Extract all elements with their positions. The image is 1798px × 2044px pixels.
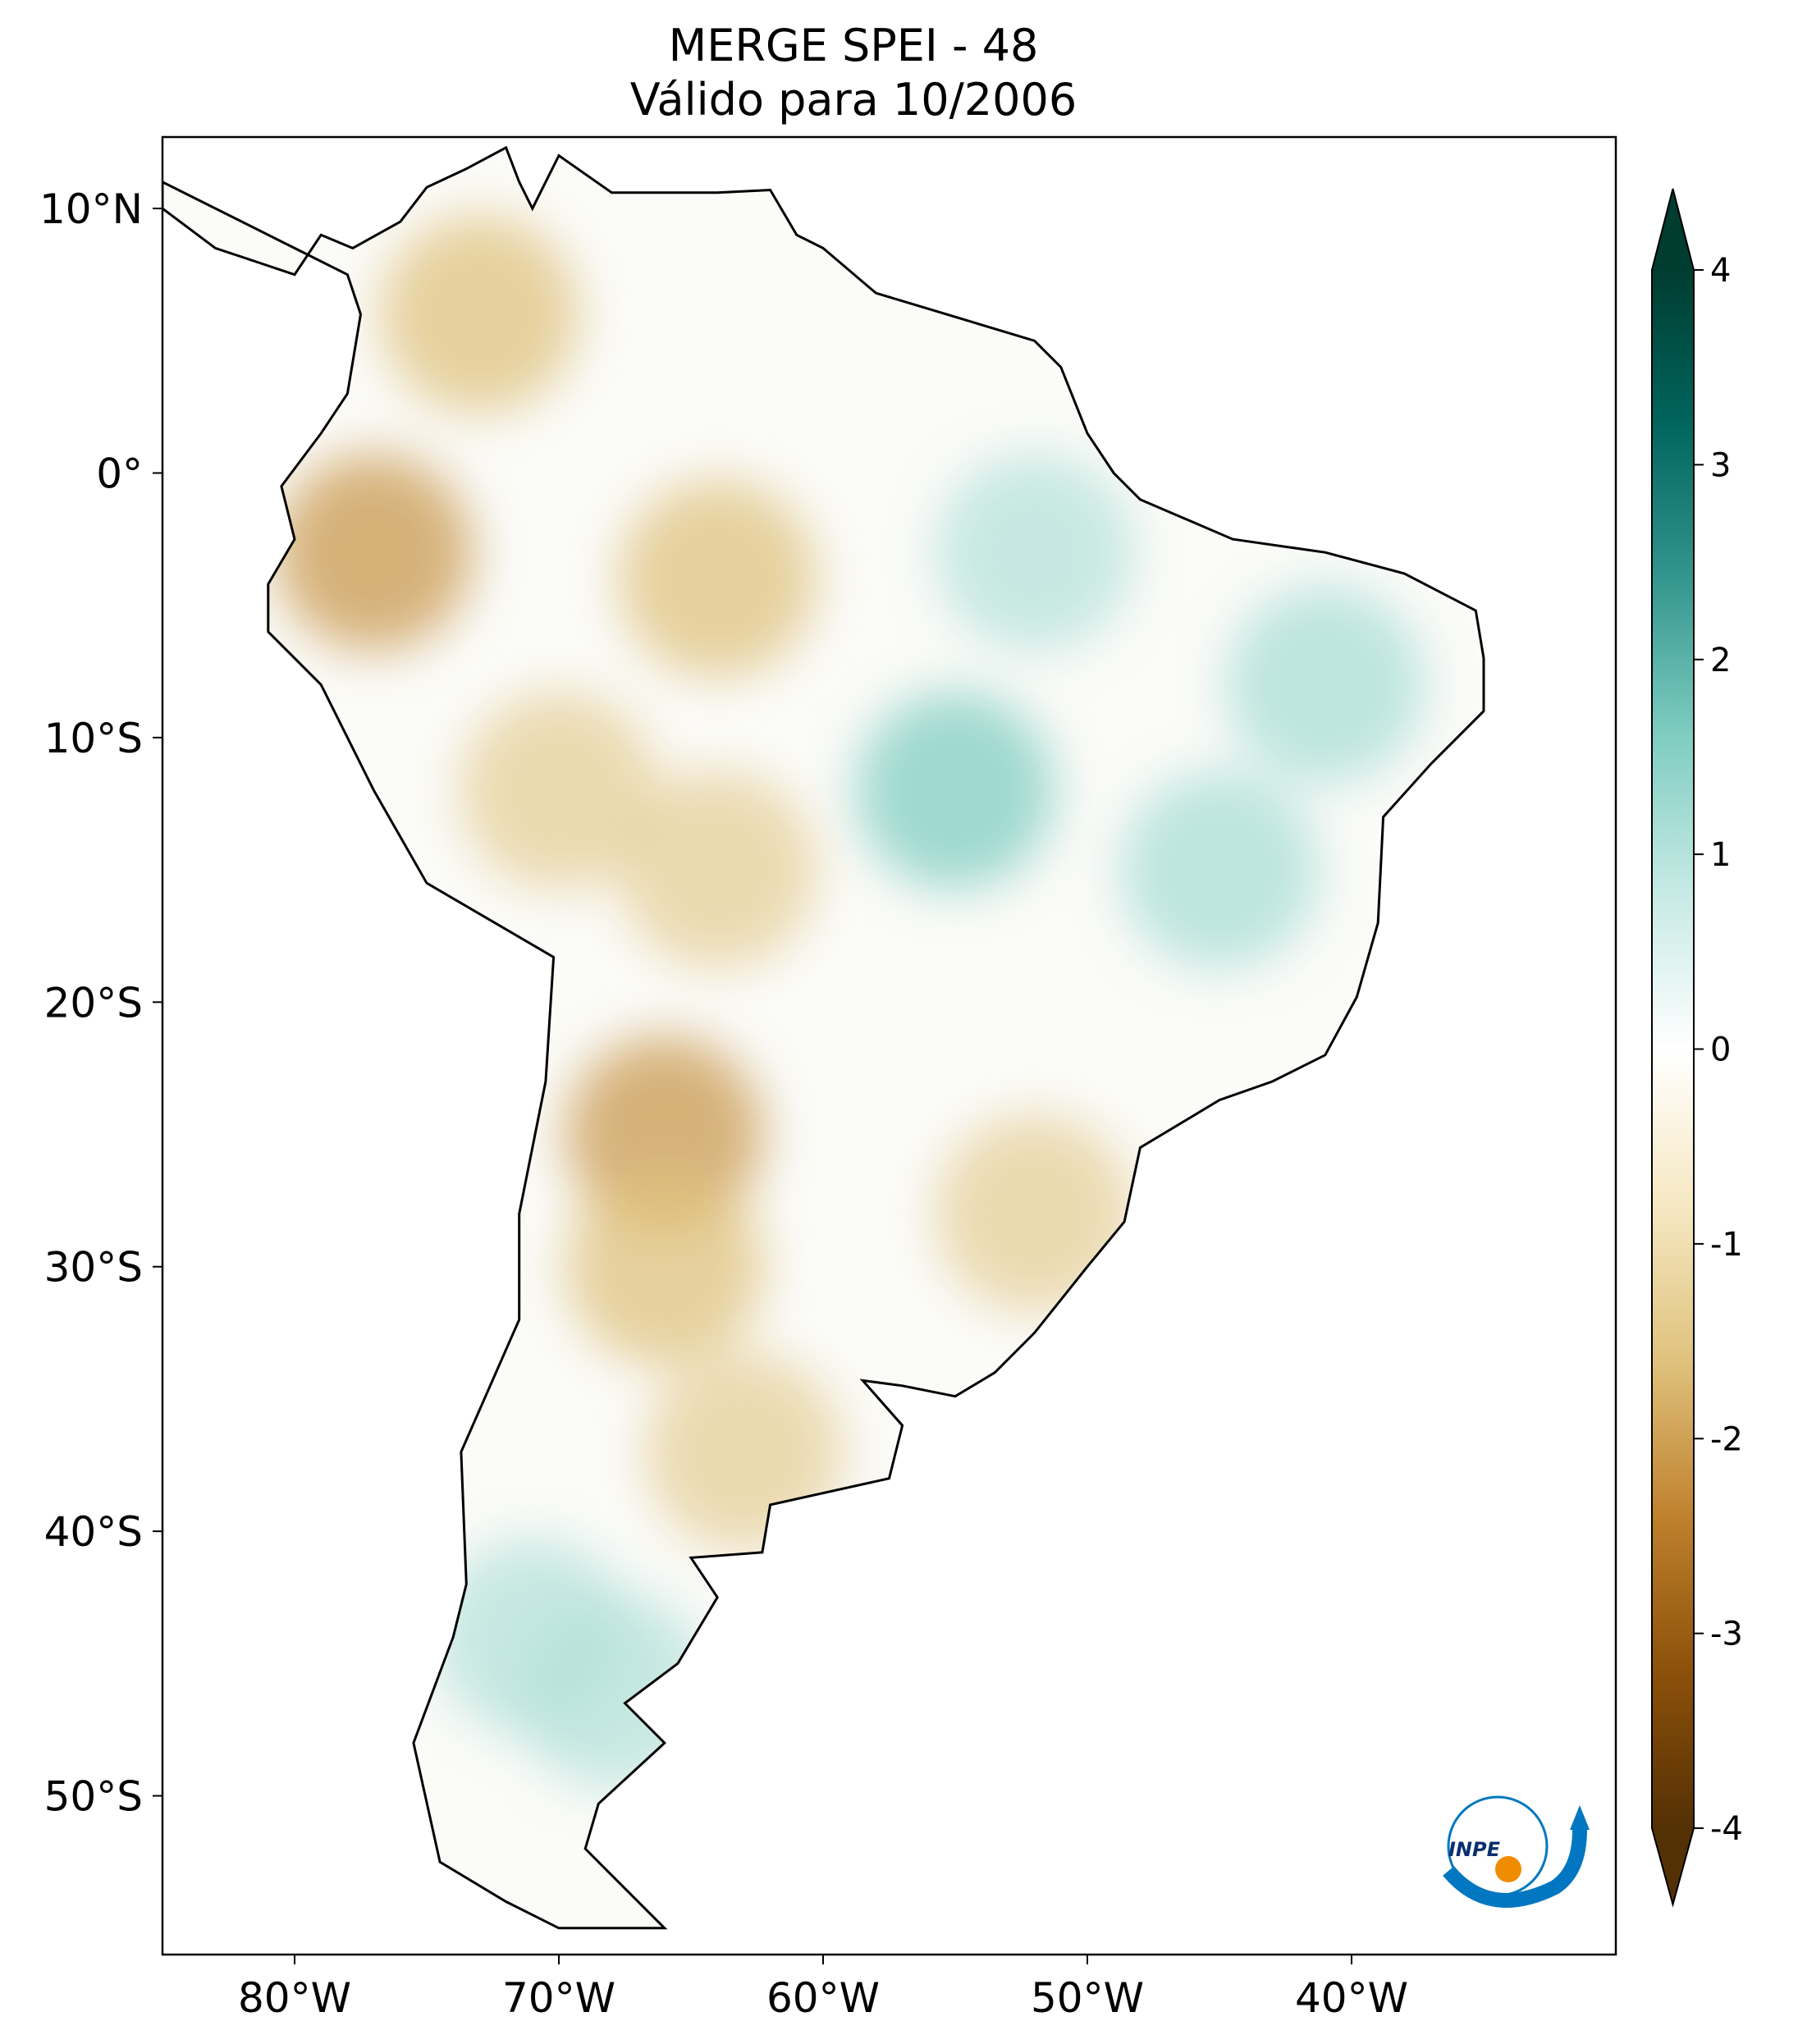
land-area <box>162 145 1485 1930</box>
colorbar-body <box>1652 270 1694 1828</box>
lat-tick-label: 50°S <box>44 1773 143 1821</box>
lon-axis: 80°W 70°W 60°W 50°W 40°W <box>238 1955 1408 2022</box>
colorbar-tick-label: -3 <box>1710 1616 1743 1653</box>
anomaly-shading <box>565 1168 763 1365</box>
anomaly-shading <box>619 771 817 969</box>
anomaly-shading <box>275 454 473 652</box>
anomaly-shading <box>381 216 579 414</box>
lat-tick-label: 10°S <box>44 715 143 762</box>
anomaly-shading <box>513 1591 711 1789</box>
lat-tick-label: 40°S <box>44 1508 143 1556</box>
colorbar-tick-label: 0 <box>1710 1031 1731 1069</box>
colorbar-tick-label: 1 <box>1710 836 1731 874</box>
lat-tick-label: 30°S <box>44 1244 143 1292</box>
map-subtitle: Válido para 10/2006 <box>629 74 1077 126</box>
anomaly-shading <box>936 1115 1133 1313</box>
colorbar-tick-label: 2 <box>1710 642 1731 679</box>
anomaly-shading <box>645 1353 843 1551</box>
logo-text: INPE <box>1448 1838 1501 1861</box>
lon-tick-label: 70°W <box>502 1974 615 2022</box>
lon-tick-label: 50°W <box>1031 1974 1144 2022</box>
coastline <box>162 145 1485 1930</box>
anomaly-shading <box>1121 771 1318 969</box>
colorbar: 4 3 2 1 0 -1 -2 -3 -4 <box>1651 188 1743 1908</box>
colorbar-tick-label: 4 <box>1710 252 1731 290</box>
anomaly-shading <box>936 454 1133 652</box>
anomaly-shading <box>619 480 817 678</box>
logo-sun <box>1495 1856 1521 1882</box>
lat-tick-label: 0° <box>96 450 143 497</box>
lat-axis: 10°N 0° 10°S 20°S 30°S 40°S 50°S <box>39 185 162 1821</box>
colorbar-tick-label: 3 <box>1710 446 1731 484</box>
anomaly-shading <box>1226 586 1424 784</box>
lat-tick-label: 20°S <box>44 979 143 1027</box>
map-frame <box>161 135 1617 1956</box>
colorbar-tick-label: -4 <box>1710 1810 1743 1848</box>
lon-tick-label: 40°W <box>1295 1974 1408 2022</box>
lon-tick-label: 60°W <box>766 1974 880 2022</box>
colorbar-tick-label: -2 <box>1710 1420 1743 1458</box>
map-title: MERGE SPEI - 48 <box>668 20 1039 71</box>
colorbar-extend-max <box>1652 189 1694 270</box>
colorbar-extend-min <box>1652 1828 1694 1905</box>
lon-tick-label: 80°W <box>238 1974 351 2022</box>
anomaly-shading <box>460 692 657 889</box>
lat-tick-label: 10°N <box>39 185 143 233</box>
anomaly-shading <box>857 692 1054 889</box>
colorbar-tick-label: -1 <box>1710 1226 1743 1264</box>
inpe-logo: INPE <box>1443 1795 1590 1908</box>
